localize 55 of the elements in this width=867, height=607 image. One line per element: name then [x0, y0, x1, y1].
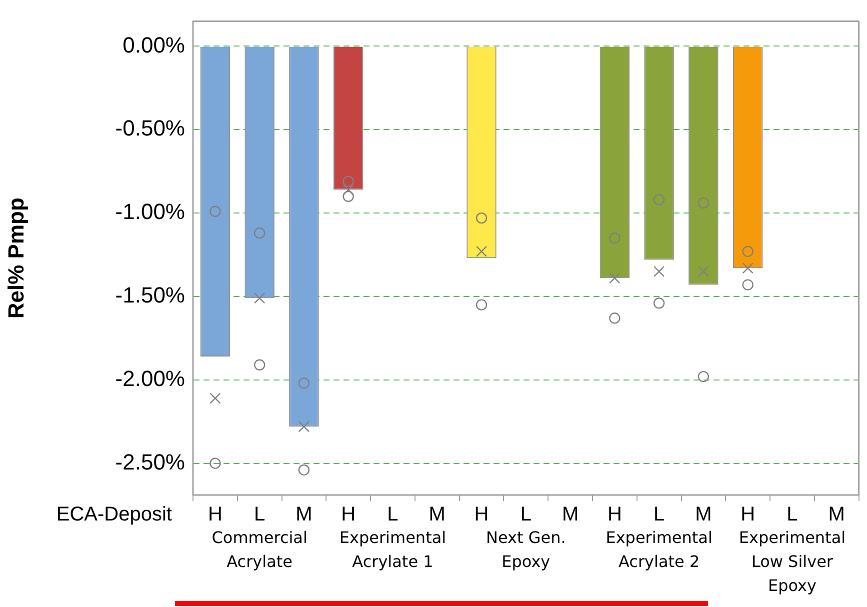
x-tick-label: L	[786, 504, 798, 526]
point	[298, 464, 310, 476]
point	[698, 266, 709, 277]
x-tick-label: H	[208, 504, 222, 526]
y-tick-label: 0.00%	[122, 32, 185, 58]
point	[342, 184, 354, 196]
x-tick-label: H	[607, 504, 622, 526]
point	[298, 421, 310, 432]
point	[609, 312, 620, 324]
point	[210, 458, 221, 469]
x-tick-label: L	[254, 504, 266, 526]
x-tick-label: M	[428, 504, 446, 526]
y-tick-label: -1.00%	[115, 199, 185, 224]
point	[254, 292, 266, 304]
point	[609, 232, 620, 244]
x-tick-label: M	[296, 504, 312, 526]
y-axis-title: Rel% Pmpp	[3, 198, 28, 319]
x-tick-label: H	[474, 504, 489, 526]
y-tick-label: -0.50%	[115, 116, 185, 141]
x-tick-label: M	[828, 504, 845, 526]
text: Commercial Acrylate	[212, 528, 308, 572]
point	[742, 262, 754, 274]
point	[698, 197, 710, 209]
x-tick-label: L	[387, 504, 398, 526]
x-tick-label: L	[520, 504, 532, 526]
point	[654, 266, 665, 277]
point	[476, 299, 488, 310]
point	[653, 298, 665, 309]
y-tick-label: -2.00%	[115, 366, 185, 391]
x-axis-title: ECA-Deposit	[56, 504, 172, 526]
x-tick-label: H	[341, 504, 356, 526]
point	[476, 212, 488, 224]
text: Experimental Low Silver Epoxy	[738, 528, 846, 596]
point	[609, 272, 620, 284]
point	[476, 246, 488, 257]
y-tick-label: -2.50%	[115, 449, 185, 474]
point	[698, 370, 710, 382]
x-tick-label: H	[740, 504, 756, 526]
x-tick-label: M	[562, 504, 579, 526]
point	[254, 359, 266, 370]
point	[653, 194, 665, 206]
point	[210, 392, 221, 404]
point	[742, 279, 754, 290]
y-tick-label: -1.50%	[115, 282, 185, 308]
text: Experimental Acrylate 2	[606, 528, 712, 572]
x-tick-label: L	[653, 504, 665, 526]
text: Experimental Acrylate 1	[339, 528, 446, 572]
x-tick-label: M	[695, 504, 712, 526]
point	[342, 176, 354, 187]
text: Next Gen. Epoxy	[486, 528, 566, 572]
point	[210, 206, 221, 217]
point	[342, 190, 354, 202]
point	[298, 378, 310, 389]
point	[742, 246, 754, 258]
point	[254, 227, 266, 239]
